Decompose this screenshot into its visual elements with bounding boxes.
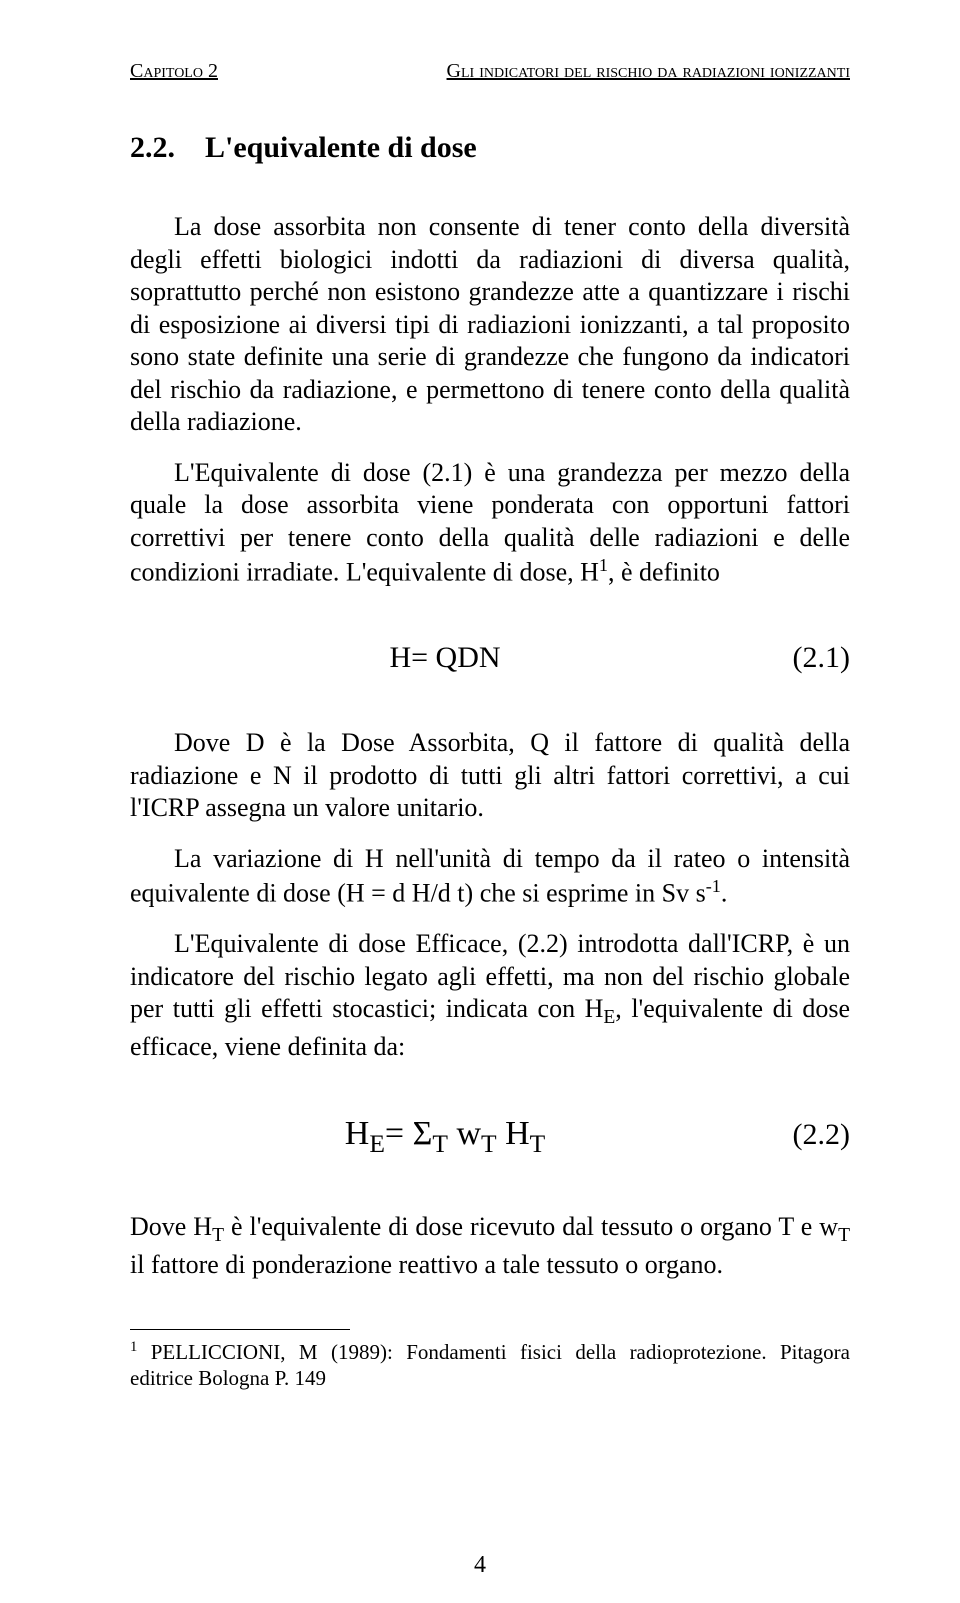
- footnote-rule: [130, 1329, 350, 1330]
- eq2-w: w: [448, 1115, 481, 1152]
- paragraph-6a: Dove H: [130, 1212, 212, 1241]
- eq2-lhs-sub: E: [369, 1129, 385, 1158]
- page: Capitolo 2 Gli indicatori del rischio da…: [0, 0, 960, 1603]
- eq2-h2-sub: T: [530, 1129, 546, 1158]
- equation-2-expr: HE= ΣT wT HT: [130, 1115, 760, 1159]
- equation-1: H= QDN (2.1): [130, 641, 850, 675]
- paragraph-2: L'Equivalente di dose (2.1) è una grande…: [130, 457, 850, 590]
- paragraph-6-sub2: T: [838, 1225, 850, 1246]
- paragraph-4a: La variazione di H nell'unità di tempo d…: [130, 844, 850, 908]
- paragraph-4b: .: [721, 879, 728, 908]
- eq2-h2: H: [497, 1115, 530, 1152]
- eq2-eq: = Σ: [385, 1115, 432, 1152]
- equation-2-number: (2.2): [760, 1118, 850, 1152]
- paragraph-6b: è l'equivalente di dose ricevuto dal tes…: [224, 1212, 838, 1241]
- paragraph-1: La dose assorbita non consente di tener …: [130, 211, 850, 439]
- paragraph-3: Dove D è la Dose Assorbita, Q il fattore…: [130, 727, 850, 825]
- section-heading: 2.2. L'equivalente di dose: [130, 131, 850, 165]
- paragraph-6-sub1: T: [212, 1225, 224, 1246]
- page-number: 4: [0, 1552, 960, 1579]
- paragraph-5: L'Equivalente di dose Efficace, (2.2) in…: [130, 928, 850, 1063]
- section-title: L'equivalente di dose: [205, 131, 477, 164]
- paragraph-2a: L'Equivalente di dose (2.1) è una grande…: [130, 458, 850, 587]
- paragraph-4-sup: -1: [706, 876, 721, 896]
- paragraph-2b: , è definito: [608, 558, 720, 587]
- equation-1-number: (2.1): [760, 641, 850, 675]
- equation-2: HE= ΣT wT HT (2.2): [130, 1115, 850, 1159]
- footnote-ref-1: 1: [599, 555, 608, 575]
- eq2-w-sub: T: [481, 1129, 497, 1158]
- footnote-1: 1 PELLICCIONI, M (1989): Fondamenti fisi…: [130, 1338, 850, 1392]
- section-number: 2.2.: [130, 131, 175, 164]
- running-head: Capitolo 2 Gli indicatori del rischio da…: [130, 60, 850, 83]
- equation-1-expr: H= QDN: [130, 641, 760, 675]
- eq2-lhs: H: [345, 1115, 370, 1152]
- footnote-text: PELLICCIONI, M (1989): Fondamenti fisici…: [130, 1340, 850, 1390]
- paragraph-4: La variazione di H nell'unità di tempo d…: [130, 843, 850, 911]
- eq2-sigma-sub: T: [432, 1129, 448, 1158]
- paragraph-6c: il fattore di ponderazione reattivo a ta…: [130, 1250, 723, 1279]
- paragraph-5-sub: E: [603, 1008, 615, 1029]
- running-head-right: Gli indicatori del rischio da radiazioni…: [447, 60, 850, 83]
- running-head-left: Capitolo 2: [130, 60, 218, 83]
- paragraph-6: Dove HT è l'equivalente di dose ricevuto…: [130, 1211, 850, 1281]
